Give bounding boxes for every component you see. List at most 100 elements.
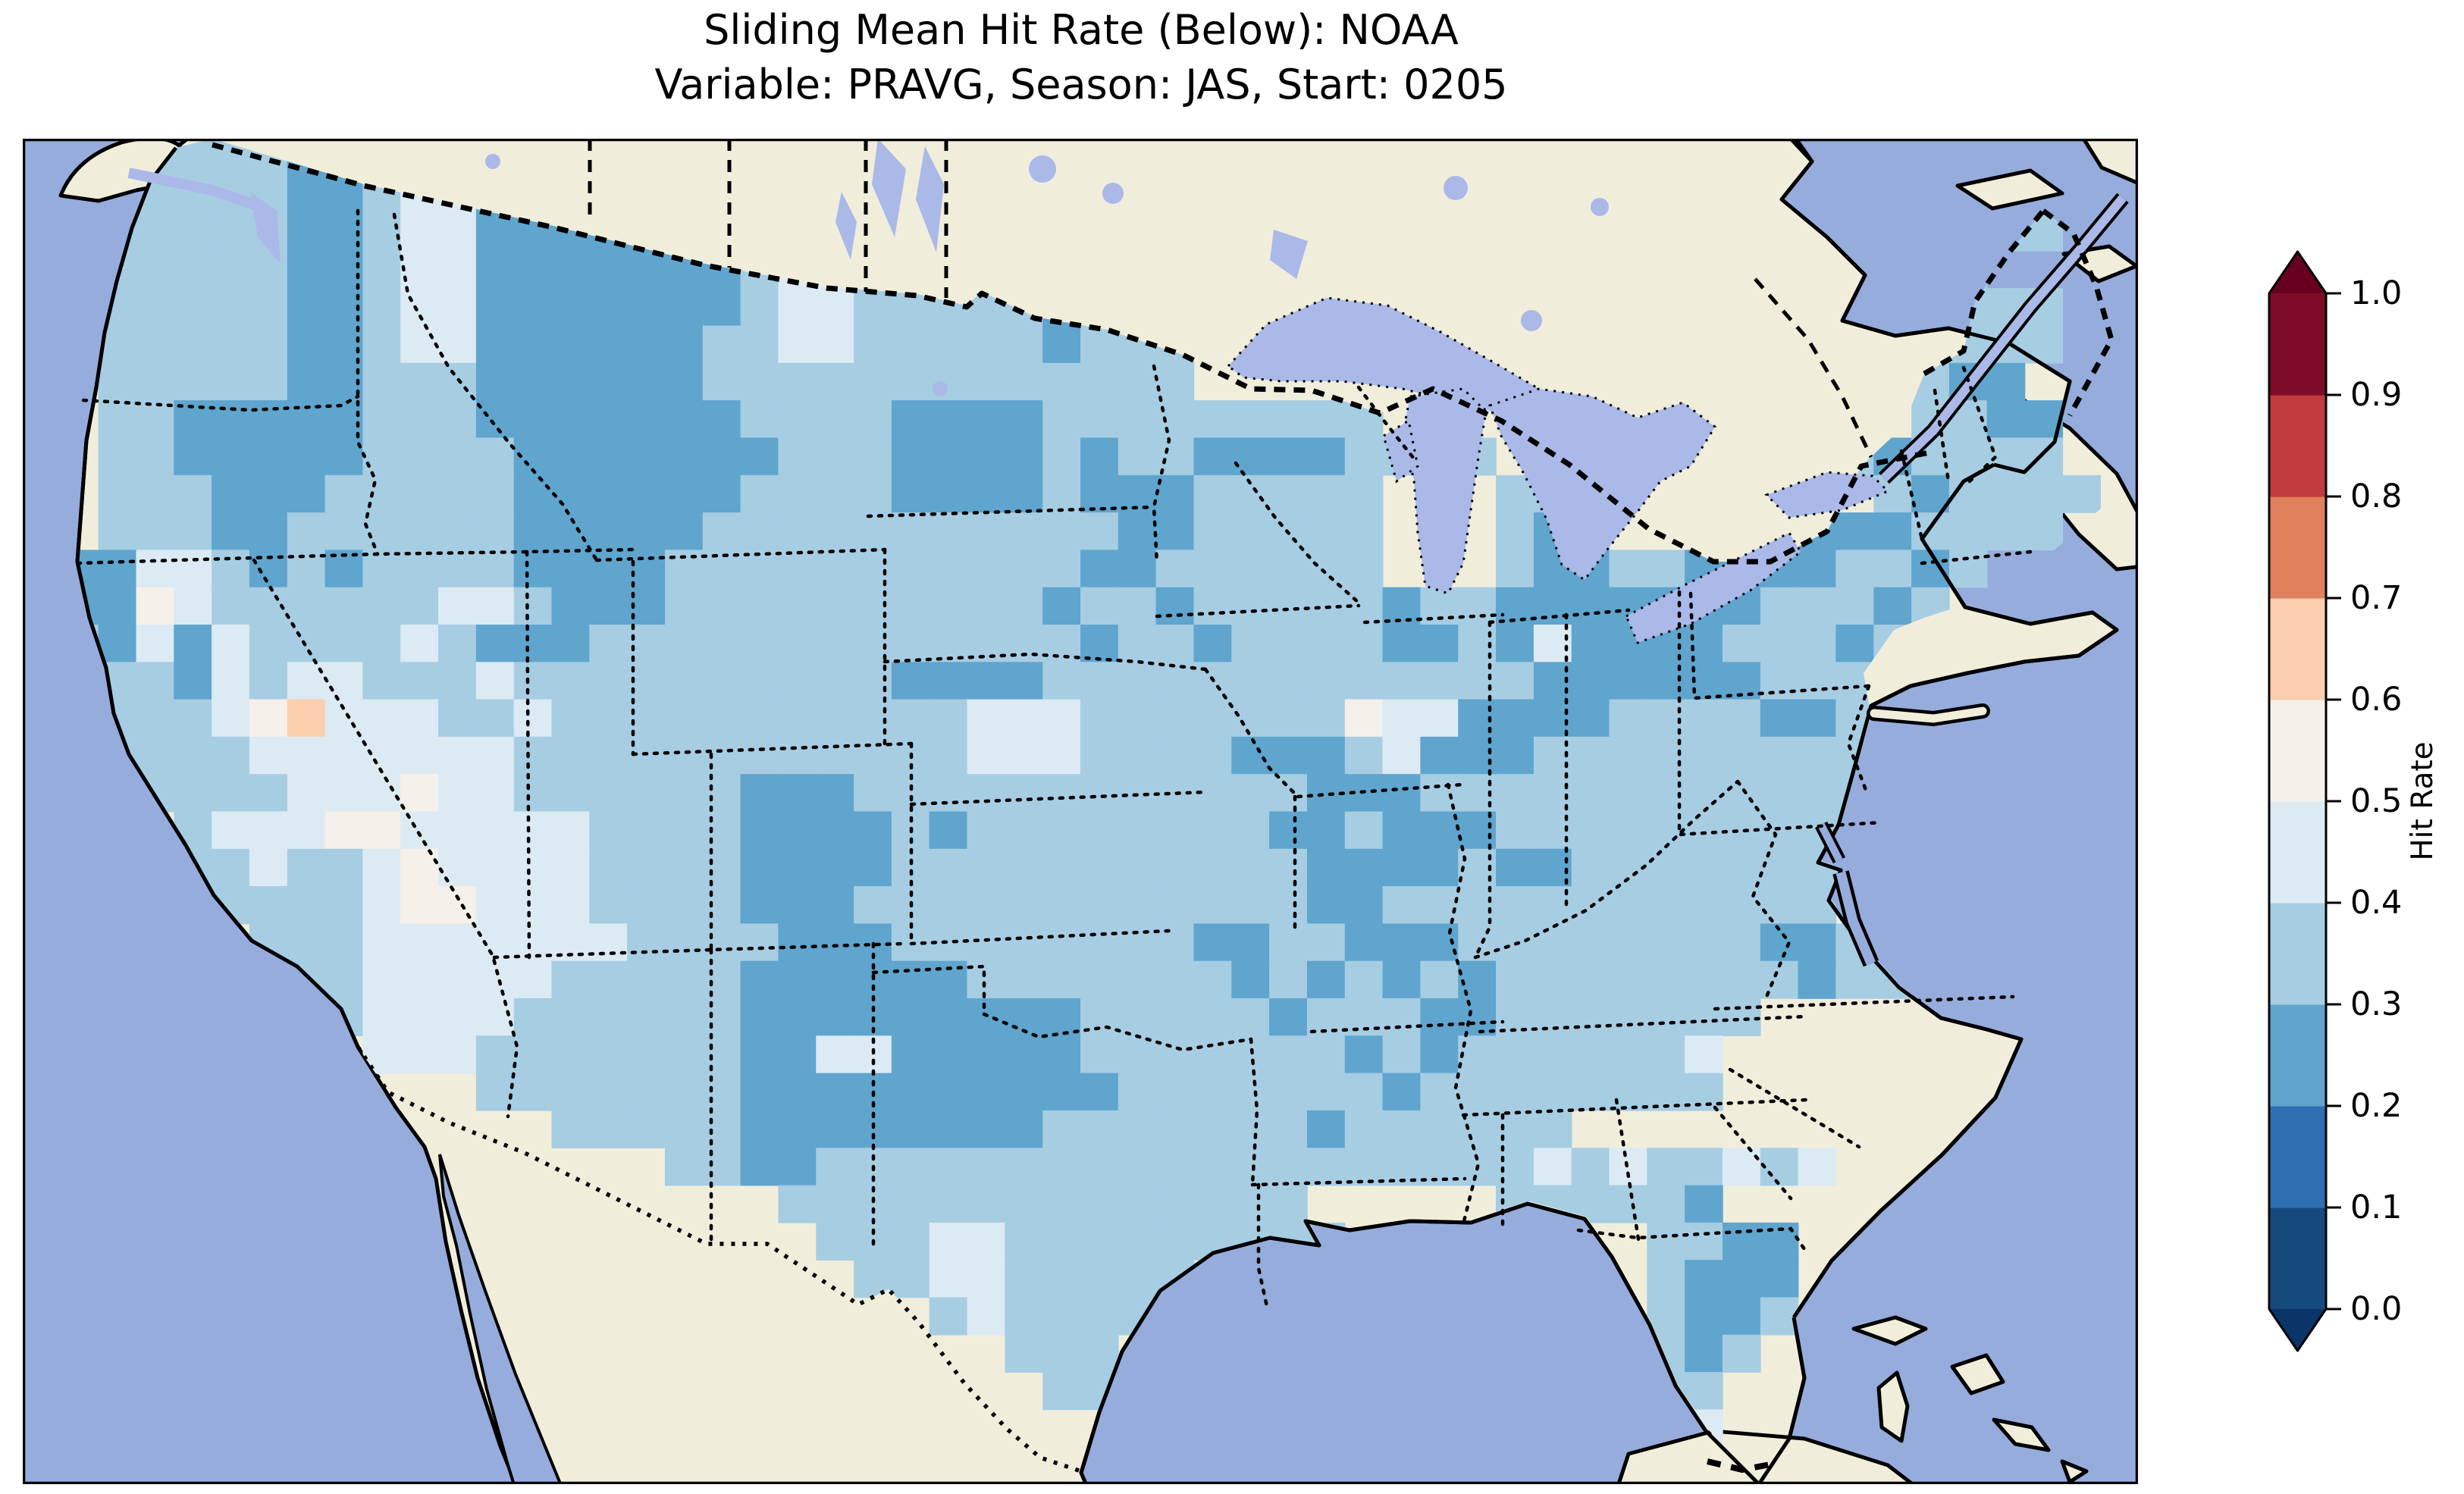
hit-rate-cell: [1723, 1297, 1761, 1336]
hit-rate-cell: [475, 848, 515, 887]
hit-rate-cell: [967, 587, 1006, 625]
hit-rate-cell: [1005, 848, 1043, 887]
hit-rate-cell: [627, 848, 666, 887]
hit-rate-cell: [967, 475, 1006, 513]
hit-rate-cell: [627, 1110, 666, 1148]
hit-rate-cell: [702, 1110, 741, 1148]
hit-rate-cell: [1986, 512, 2026, 551]
hit-rate-cell: [475, 437, 515, 476]
hit-rate-cell: [891, 625, 930, 663]
colorbar-over-arrow: [2269, 252, 2326, 293]
hit-rate-cell: [1155, 625, 1195, 663]
hit-rate-cell: [212, 437, 250, 476]
hit-rate-cell: [702, 699, 741, 738]
hit-rate-cell: [362, 213, 401, 252]
hit-rate-cell: [1647, 886, 1685, 925]
hit-rate-cell: [702, 848, 741, 887]
hit-rate-cell: [1042, 774, 1081, 813]
hit-rate-cell: [98, 512, 137, 551]
hit-rate-cell: [1080, 362, 1119, 401]
colorbar-bin: [2269, 598, 2326, 700]
hit-rate-cell: [1685, 923, 1723, 962]
hit-rate-cell: [854, 362, 892, 401]
puget-sound: [250, 192, 281, 264]
hit-rate-cell: [513, 998, 553, 1037]
hit-rate-cell: [362, 699, 401, 738]
hit-rate-cell: [1647, 998, 1685, 1037]
hit-rate-cell: [1571, 587, 1610, 625]
hit-rate-cell: [1193, 736, 1233, 775]
hit-rate-cell: [287, 213, 326, 252]
hit-rate-cell: [1873, 550, 1912, 588]
hit-rate-cell: [589, 625, 628, 663]
hit-rate-cell: [891, 699, 930, 738]
hit-rate-cell: [1306, 437, 1346, 476]
hit-rate-cell: [702, 288, 741, 327]
hit-rate-cell: [1042, 1073, 1081, 1111]
hit-rate-cell: [1269, 699, 1308, 738]
hit-rate-cell: [1005, 1297, 1043, 1336]
hit-rate-cell: [1647, 1148, 1685, 1186]
hit-rate-cell: [929, 400, 968, 439]
hit-rate-cell: [627, 960, 666, 999]
hit-rate-cell: [589, 1073, 628, 1111]
hit-rate-cell: [778, 1035, 817, 1074]
hit-rate-cell: [778, 1185, 817, 1223]
hit-rate-cell: [1042, 475, 1081, 513]
hit-rate-cell: [778, 325, 817, 364]
hit-rate-cell: [627, 288, 666, 327]
hit-rate-cell: [249, 625, 288, 663]
hit-rate-cell: [362, 960, 401, 999]
hit-rate-cell: [1458, 1073, 1497, 1111]
hit-rate-cell: [589, 437, 628, 476]
hit-rate-cell: [174, 475, 212, 513]
hit-rate-cell: [1080, 1222, 1119, 1261]
hit-rate-cell: [1080, 1334, 1119, 1373]
hit-rate-cell: [929, 1035, 968, 1074]
hit-rate-cell: [551, 550, 591, 588]
hit-rate-cell: [1005, 886, 1043, 925]
hit-rate-cell: [1269, 998, 1308, 1037]
hit-rate-cell: [513, 811, 553, 850]
hit-rate-cell: [1155, 1073, 1195, 1111]
hit-rate-cell: [1685, 960, 1723, 999]
hit-rate-cell: [967, 550, 1006, 588]
hit-rate-cell: [816, 362, 854, 401]
hit-rate-cell: [1760, 736, 1799, 775]
hit-rate-cell: [702, 1148, 741, 1186]
hit-rate-cell: [1344, 960, 1384, 999]
hit-rate-cell: [1005, 1110, 1043, 1148]
hit-rate-cell: [1496, 587, 1535, 625]
hit-rate-cell: [475, 625, 515, 663]
hit-rate-cell: [816, 848, 854, 887]
hit-rate-cell: [1609, 550, 1648, 588]
hit-rate-cell: [1080, 550, 1119, 588]
hit-rate-cell: [1420, 960, 1459, 999]
hit-rate-cell: [400, 960, 439, 999]
hit-rate-cell: [212, 325, 250, 364]
hit-rate-cell: [324, 437, 364, 476]
hit-rate-cell: [400, 250, 439, 289]
hit-rate-cell: [400, 811, 439, 850]
hit-rate-cell: [1005, 960, 1043, 999]
hit-rate-cell: [1005, 1334, 1043, 1373]
hit-rate-cell: [665, 886, 704, 925]
hit-rate-cell: [1118, 960, 1157, 999]
hit-rate-cell: [1496, 1073, 1535, 1111]
hit-rate-cell: [1382, 1073, 1422, 1111]
hit-rate-cell: [1382, 998, 1422, 1037]
hit-rate-cell: [627, 475, 666, 513]
hit-rate-cell: [1080, 625, 1119, 663]
hit-rate-cell: [1005, 1260, 1043, 1298]
hit-rate-cell: [665, 774, 704, 813]
hit-rate-cell: [778, 587, 817, 625]
hit-rate-cell: [1835, 625, 1874, 663]
hit-rate-cell: [1042, 699, 1081, 738]
colorbar-tick-label: 0.3: [2350, 985, 2402, 1023]
hit-rate-cell: [967, 1297, 1006, 1336]
hit-rate-cell: [249, 662, 288, 700]
hit-rate-cell: [551, 512, 591, 551]
hit-rate-cell: [1080, 400, 1119, 439]
hit-rate-cell: [513, 699, 553, 738]
hit-rate-cell: [287, 362, 326, 401]
